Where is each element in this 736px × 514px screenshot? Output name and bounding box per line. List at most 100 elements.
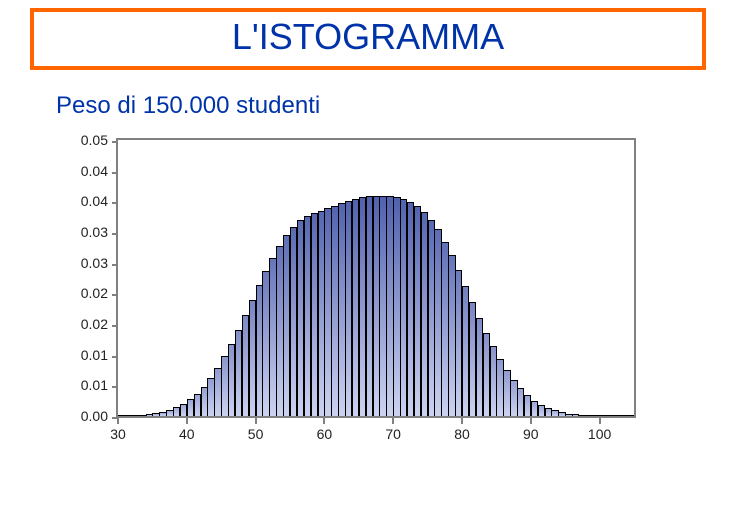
x-tick <box>323 418 325 424</box>
histogram-bar <box>132 415 139 416</box>
histogram-bar <box>613 415 620 416</box>
histogram-bar <box>503 370 510 416</box>
x-tick-label: 80 <box>454 426 470 442</box>
histogram-bar <box>366 196 373 416</box>
x-axis-labels: 30405060708090100 <box>116 418 636 448</box>
histogram-bar <box>221 356 228 416</box>
histogram-bar <box>448 255 455 416</box>
histogram-bar <box>593 415 600 416</box>
histogram-bar <box>338 203 345 416</box>
histogram-bar <box>545 408 552 416</box>
histogram-bar <box>538 405 545 416</box>
y-tick <box>112 386 118 388</box>
histogram-bar <box>324 208 331 416</box>
histogram-bar <box>627 415 634 416</box>
histogram-bar <box>146 414 153 416</box>
x-tick <box>255 418 257 424</box>
histogram-bar <box>118 415 125 416</box>
histogram-bar <box>483 333 490 416</box>
y-tick-label: 0.04 <box>81 193 108 209</box>
histogram-bar <box>579 415 586 416</box>
histogram-bar <box>256 285 263 416</box>
histogram-bar <box>586 415 593 416</box>
y-tick-label: 0.01 <box>81 347 108 363</box>
y-axis-labels: 0.000.010.010.020.020.030.030.040.040.05 <box>56 138 112 422</box>
y-tick <box>112 202 118 204</box>
histogram-bar <box>462 286 469 416</box>
histogram-bar <box>421 212 428 416</box>
histogram-bar <box>166 410 173 416</box>
y-tick <box>112 141 118 143</box>
y-tick <box>112 325 118 327</box>
x-tick-label: 100 <box>588 426 611 442</box>
histogram-bar <box>194 394 201 416</box>
x-tick <box>392 418 394 424</box>
histogram-chart: 0.000.010.010.020.020.030.030.040.040.05… <box>56 138 656 448</box>
x-tick <box>530 418 532 424</box>
y-tick-label: 0.04 <box>81 163 108 179</box>
x-tick <box>117 418 119 424</box>
histogram-bar <box>551 410 558 416</box>
histogram-bar <box>558 412 565 416</box>
histogram-bar <box>352 199 359 416</box>
histogram-bar <box>242 315 249 416</box>
histogram-bar <box>606 415 613 416</box>
histogram-bar <box>490 346 497 416</box>
histogram-bar <box>476 318 483 416</box>
histogram-bar <box>159 412 166 416</box>
histogram-bar <box>469 302 476 416</box>
histogram-bar <box>441 242 448 416</box>
histogram-bar <box>139 415 146 416</box>
page-title: L'ISTOGRAMMA <box>232 16 504 57</box>
y-tick-label: 0.03 <box>81 255 108 271</box>
y-tick-label: 0.05 <box>81 132 108 148</box>
y-tick-label: 0.02 <box>81 316 108 332</box>
y-tick-label: 0.00 <box>81 408 108 424</box>
histogram-bar <box>180 404 187 416</box>
plot-area <box>116 138 636 418</box>
histogram-bar <box>201 387 208 416</box>
histogram-bar <box>235 330 242 416</box>
histogram-bar <box>187 399 194 416</box>
histogram-bar <box>290 227 297 416</box>
histogram-bar <box>125 415 132 416</box>
x-tick-label: 70 <box>385 426 401 442</box>
histogram-bar <box>620 415 627 416</box>
histogram-bar <box>400 199 407 416</box>
histogram-bar <box>269 258 276 416</box>
histogram-bar <box>510 380 517 416</box>
y-tick <box>112 233 118 235</box>
histogram-bar <box>283 235 290 416</box>
histogram-bar <box>297 220 304 416</box>
histogram-bar <box>214 368 221 416</box>
histogram-bar <box>600 415 607 416</box>
y-tick <box>112 172 118 174</box>
histogram-bar <box>228 344 235 416</box>
y-tick-label: 0.02 <box>81 285 108 301</box>
histogram-bar <box>572 414 579 416</box>
histogram-bar <box>311 213 318 416</box>
histogram-bar <box>455 270 462 416</box>
y-tick <box>112 294 118 296</box>
histogram-bar <box>379 196 386 416</box>
histogram-bar <box>345 201 352 416</box>
y-tick <box>112 264 118 266</box>
histogram-bar <box>496 359 503 416</box>
y-tick <box>112 356 118 358</box>
histogram-bar <box>414 206 421 416</box>
histogram-bar <box>173 407 180 416</box>
histogram-bar <box>249 300 256 416</box>
histogram-bar <box>434 229 441 416</box>
histogram-bar <box>304 216 311 416</box>
histogram-bar <box>207 378 214 416</box>
title-box: L'ISTOGRAMMA <box>30 8 706 70</box>
y-tick-label: 0.03 <box>81 224 108 240</box>
histogram-bar <box>517 388 524 416</box>
histogram-bar <box>407 202 414 416</box>
histogram-bar <box>276 246 283 416</box>
x-tick-label: 30 <box>110 426 126 442</box>
histogram-bar <box>428 220 435 417</box>
histogram-bar <box>386 196 393 416</box>
x-tick-label: 50 <box>248 426 264 442</box>
histogram-bar <box>565 414 572 416</box>
